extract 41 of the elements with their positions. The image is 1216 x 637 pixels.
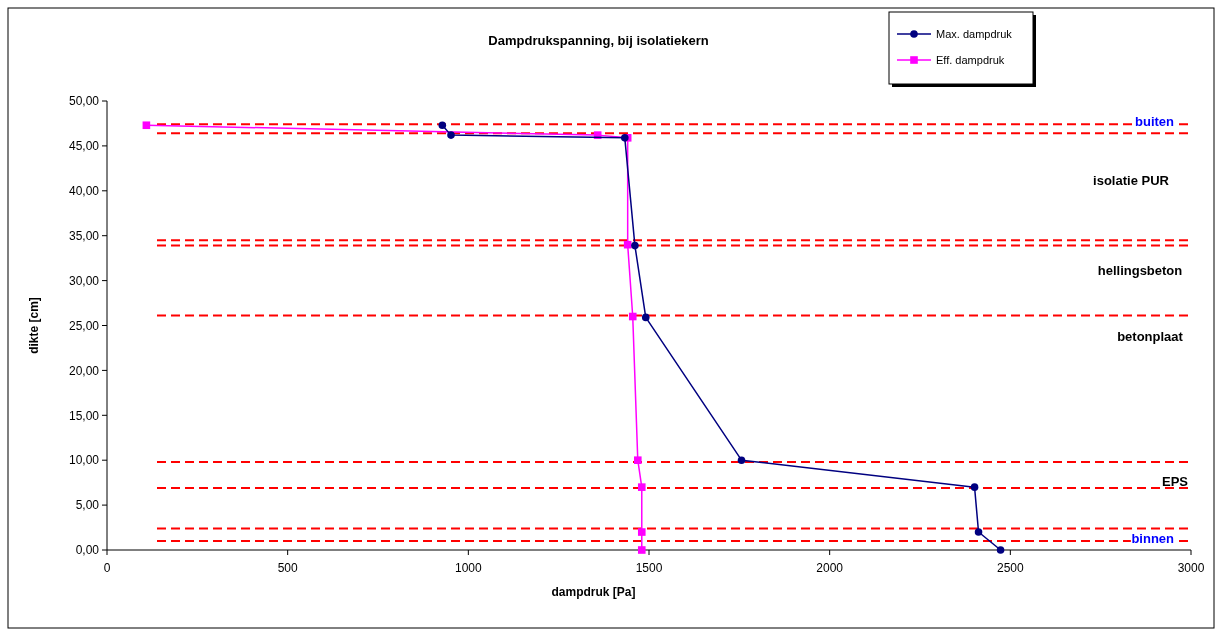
annotation: hellingsbeton [1097, 262, 1183, 278]
x-tick-label: 500 [277, 561, 298, 575]
y-tick-label: 15,00 [68, 408, 100, 423]
y-tick-label: 0,00 [75, 543, 100, 558]
point [634, 456, 642, 464]
y-tick-label: 20,00 [68, 363, 100, 378]
legend-label: Eff. dampdruk [936, 53, 1005, 66]
point [438, 121, 447, 130]
point [447, 131, 455, 139]
annotation: isolatie PUR [1093, 172, 1170, 188]
point [631, 241, 639, 250]
point [628, 312, 637, 321]
point [974, 528, 983, 536]
point [970, 483, 979, 491]
annotation: betonplaat [1117, 328, 1184, 344]
x-axis-title: dampdruk [Pa] [551, 585, 636, 599]
y-tick-label: 5,00 [75, 498, 100, 513]
point [637, 546, 646, 554]
point [641, 313, 650, 322]
chart-title: Dampdrukspanning, bij isolatiekern [488, 33, 709, 48]
point [996, 546, 1005, 554]
y-tick-label: 40,00 [68, 184, 100, 198]
y-tick-label: 10,00 [68, 453, 100, 468]
x-tick-label: 2000 [816, 561, 844, 575]
y-tick-label: 25,00 [68, 318, 100, 333]
point [142, 121, 151, 130]
legend-label: Max. dampdruk [936, 27, 1013, 40]
x-tick-label: 2500 [996, 561, 1024, 575]
x-tick-label: 0 [103, 561, 111, 575]
y-tick-label: 45,00 [68, 139, 100, 154]
y-axis-title: dikte [cm] [27, 297, 41, 354]
point [637, 483, 646, 491]
x-tick-label: 1500 [635, 561, 663, 575]
point [637, 528, 646, 536]
annotation: EPS [1161, 473, 1189, 489]
y-tick-label: 30,00 [68, 273, 100, 288]
y-tick-label: 50,00 [68, 94, 100, 109]
x-tick-label: 1000 [454, 561, 482, 575]
point [737, 456, 746, 464]
x-tick-label: 3000 [1177, 561, 1205, 575]
y-tick-label: 35,00 [68, 228, 100, 243]
